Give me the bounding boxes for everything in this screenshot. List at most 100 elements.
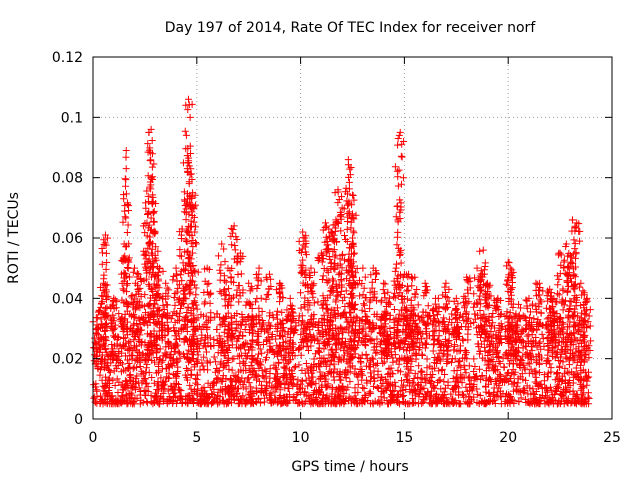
data-point (208, 398, 216, 406)
data-point (163, 373, 171, 381)
data-point (213, 375, 221, 383)
data-point (138, 326, 146, 334)
data-point (363, 379, 371, 387)
data-point (414, 400, 422, 408)
data-point (375, 397, 383, 405)
data-point (169, 276, 177, 284)
data-point (106, 368, 114, 376)
data-point (252, 376, 260, 384)
data-point (150, 160, 158, 168)
data-point (337, 344, 345, 352)
data-point (563, 368, 571, 376)
data-point (285, 384, 293, 392)
data-point (326, 361, 334, 369)
data-point (379, 359, 387, 367)
data-point (583, 377, 591, 385)
data-point (494, 374, 502, 382)
data-point (310, 362, 318, 370)
data-point (254, 395, 262, 403)
data-point (227, 382, 235, 390)
data-point (559, 306, 567, 314)
data-point (292, 319, 300, 327)
data-point (203, 357, 211, 365)
data-point (373, 335, 381, 343)
data-point (402, 371, 410, 379)
data-point (181, 127, 189, 135)
data-point (245, 379, 253, 387)
data-point (362, 350, 370, 358)
data-point (544, 373, 552, 381)
data-point (551, 376, 559, 384)
data-point (462, 369, 470, 377)
data-point (181, 266, 189, 274)
data-point (279, 356, 287, 364)
data-point (556, 362, 564, 370)
data-point (548, 394, 556, 402)
data-point (191, 223, 199, 231)
data-point (204, 366, 212, 374)
data-point (556, 400, 564, 408)
data-point (430, 341, 438, 349)
data-point (221, 286, 229, 294)
data-point (433, 390, 441, 398)
data-point (330, 373, 338, 381)
data-point (148, 373, 156, 381)
data-point (168, 362, 176, 370)
data-point (148, 163, 156, 171)
data-point (505, 360, 513, 368)
data-point (210, 335, 218, 343)
data-point (256, 399, 264, 407)
data-point (351, 249, 359, 257)
data-point (380, 279, 388, 287)
data-point (414, 328, 422, 336)
data-point (520, 385, 528, 393)
data-point (359, 396, 367, 404)
data-point (577, 386, 585, 394)
data-point (354, 380, 362, 388)
data-point (309, 293, 317, 301)
data-point (213, 325, 221, 333)
data-point (462, 383, 470, 391)
data-point (381, 290, 389, 298)
data-point (392, 260, 400, 268)
data-point (409, 399, 417, 407)
data-point (462, 398, 470, 406)
data-point (521, 313, 529, 321)
data-point (237, 321, 245, 329)
data-point (519, 338, 527, 346)
data-point (448, 385, 456, 393)
data-point (90, 394, 98, 402)
data-point (165, 395, 173, 403)
data-point (570, 236, 578, 244)
data-point (563, 396, 571, 404)
data-point (579, 391, 587, 399)
data-point (440, 350, 448, 358)
data-point (276, 298, 284, 306)
data-point (210, 353, 218, 361)
data-point (403, 372, 411, 380)
data-point (273, 376, 281, 384)
data-point (342, 395, 350, 403)
data-point (344, 156, 352, 164)
data-point (197, 311, 205, 319)
data-point (122, 165, 130, 173)
data-point (246, 368, 254, 376)
data-point (255, 304, 263, 312)
data-point (579, 287, 587, 295)
data-point (419, 398, 427, 406)
data-point (538, 330, 546, 338)
data-point (460, 393, 468, 401)
data-point (144, 355, 152, 363)
data-point (144, 192, 152, 200)
data-point (393, 241, 401, 249)
data-point (190, 326, 198, 334)
data-point (470, 290, 478, 298)
data-point (252, 388, 260, 396)
data-point (246, 287, 254, 295)
data-point (319, 272, 327, 280)
data-point (357, 367, 365, 375)
data-point (500, 363, 508, 371)
data-point (160, 378, 168, 386)
data-point (423, 364, 431, 372)
data-point (457, 371, 465, 379)
